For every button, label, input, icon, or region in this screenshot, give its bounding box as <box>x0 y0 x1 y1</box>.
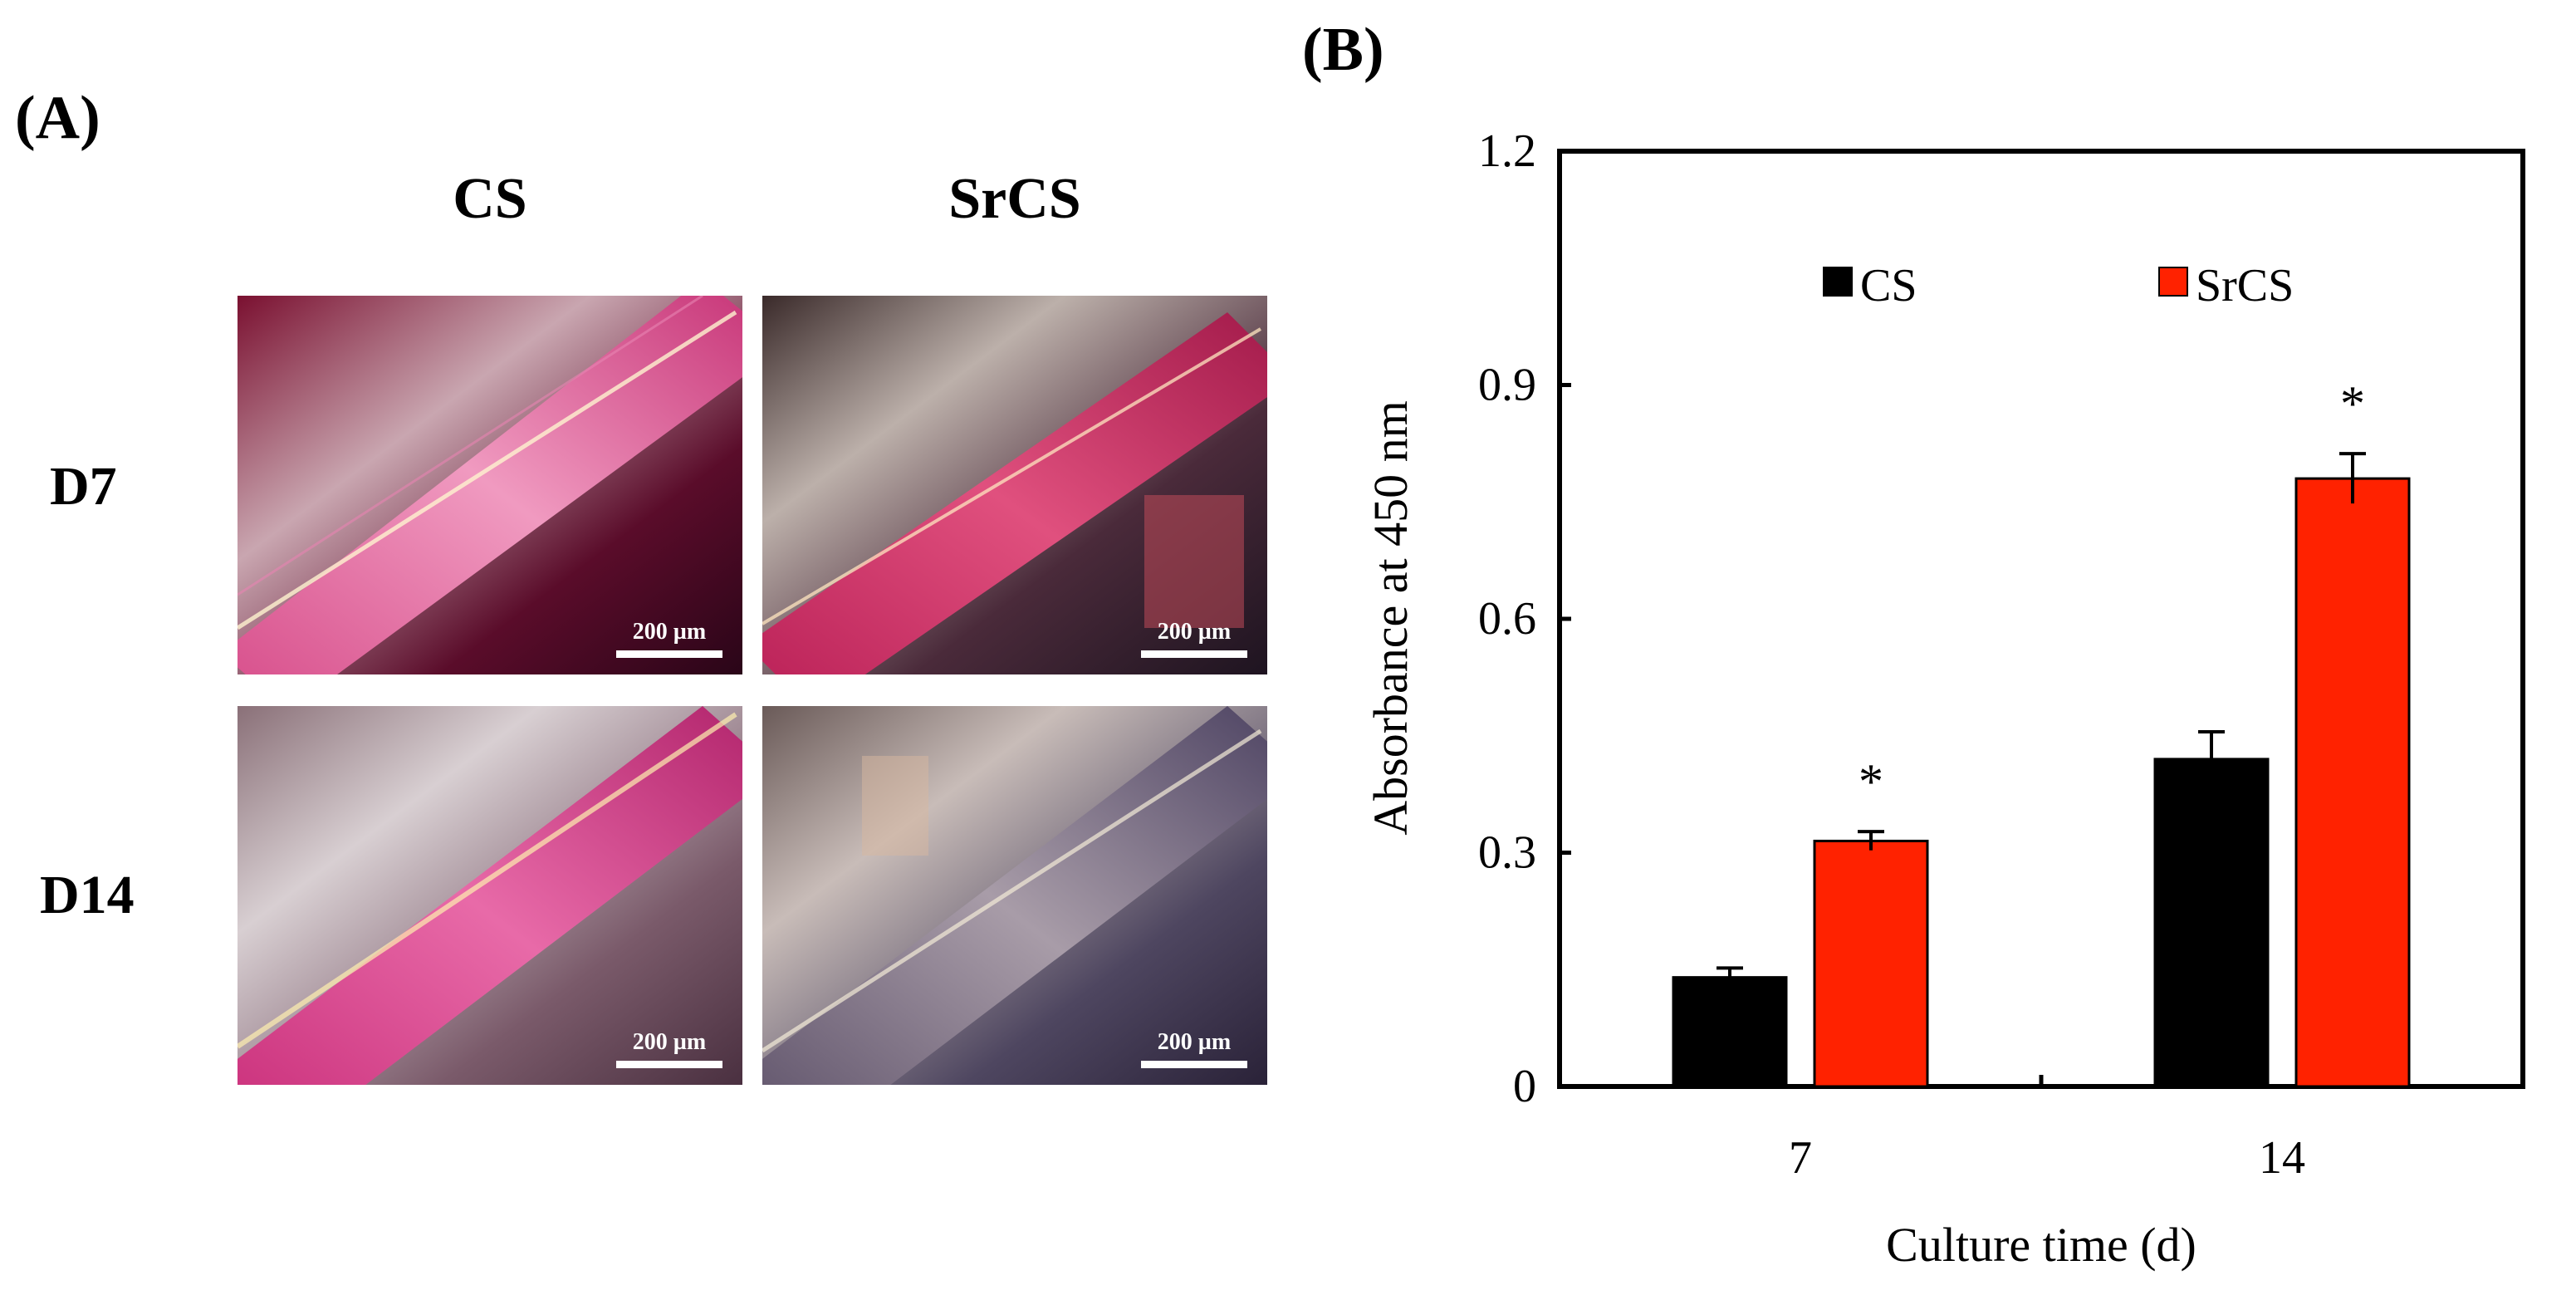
legend-label: CS <box>1860 260 1917 311</box>
scale-bar-line <box>616 650 722 658</box>
x-axis-label: Culture time (d) <box>1886 1218 2196 1272</box>
micrograph-srcs-d14: 200 µm <box>762 706 1267 1085</box>
x-tick-label: 14 <box>2259 1132 2305 1184</box>
scale-bar-line <box>1141 650 1247 658</box>
y-tick-label: 0.6 <box>1478 593 1536 645</box>
bar <box>2153 758 2270 1088</box>
panel-label-a: (A) <box>15 84 100 152</box>
scale-bar-line <box>1141 1061 1247 1068</box>
bar <box>1672 976 1788 1088</box>
scale-bar-line <box>616 1061 722 1068</box>
panel-label-b: (B) <box>1302 16 1384 84</box>
bar <box>2294 477 2411 1088</box>
micrograph-cs-d7: 200 µm <box>238 296 742 674</box>
y-axis-label: Absorbance at 450 nm <box>1364 400 1418 835</box>
scale-bar: 200 µm <box>616 1029 722 1068</box>
row-header-d7: D7 <box>50 456 117 517</box>
scale-bar-label: 200 µm <box>1157 619 1232 645</box>
scale-bar-label: 200 µm <box>632 1029 707 1055</box>
y-tick-label: 0.9 <box>1478 360 1536 411</box>
scale-bar: 200 µm <box>1141 1029 1247 1068</box>
column-header-cs: CS <box>453 167 527 231</box>
y-tick-label: 0.3 <box>1478 827 1536 879</box>
scale-bar-label: 200 µm <box>1157 1029 1232 1055</box>
scale-bar: 200 µm <box>1141 619 1247 658</box>
y-tick-label: 1.2 <box>1478 125 1536 177</box>
micrograph-srcs-d7: 200 µm <box>762 296 1267 674</box>
scale-bar-label: 200 µm <box>632 619 707 645</box>
legend-label: SrCS <box>2196 260 2294 311</box>
legend-swatch <box>1823 267 1853 297</box>
significance-marker: * <box>1859 754 1883 809</box>
scale-bar: 200 µm <box>616 619 722 658</box>
significance-marker: * <box>2340 376 2365 431</box>
y-tick-label: 0 <box>1513 1061 1536 1112</box>
column-header-srcs: SrCS <box>948 167 1081 231</box>
x-tick-label: 7 <box>1789 1132 1812 1184</box>
legend-swatch <box>2158 267 2188 297</box>
row-header-d14: D14 <box>40 865 135 925</box>
micrograph-cs-d14: 200 µm <box>238 706 742 1085</box>
bar <box>1813 839 1929 1088</box>
